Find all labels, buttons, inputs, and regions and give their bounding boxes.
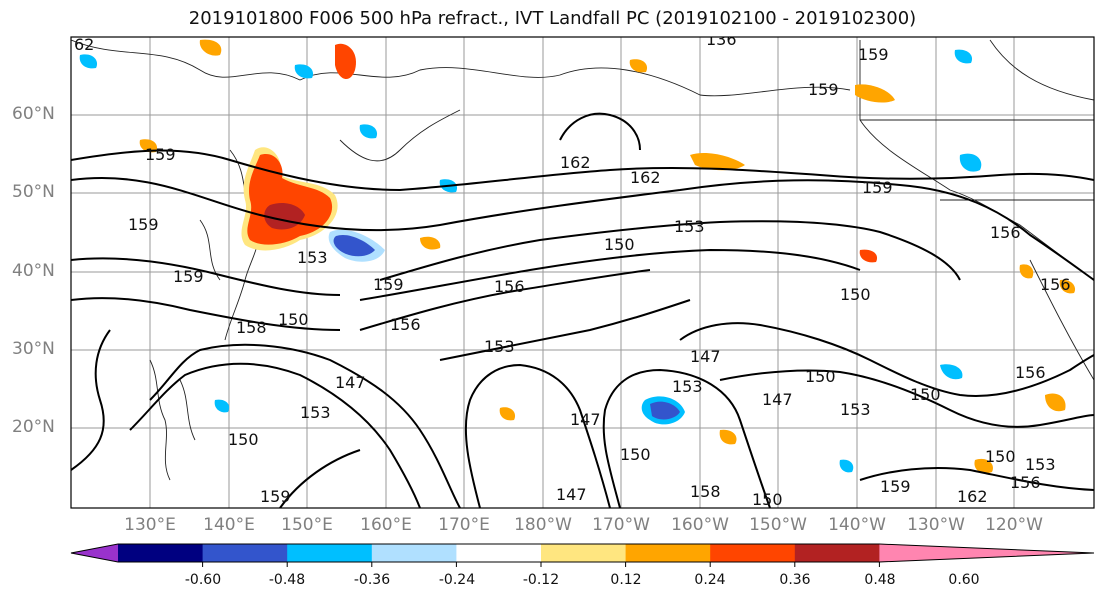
colorbar-segment [118, 544, 204, 562]
contour-label: 150 [228, 430, 259, 449]
contour-label: 150 [620, 445, 651, 464]
contour-label: 159 [862, 178, 893, 197]
contour-label: 153 [484, 337, 515, 356]
colorbar-tick-label: 0.24 [694, 572, 726, 588]
lon-label: 130°W [907, 515, 965, 535]
colorbar-tick-label: -0.12 [522, 572, 560, 588]
contour-label: 159 [173, 267, 204, 286]
lon-label: 150°W [749, 515, 807, 535]
contour-label: 147 [762, 390, 793, 409]
lon-label: 140°W [828, 515, 886, 535]
contour-label: 153 [672, 377, 703, 396]
lon-label: 170°W [592, 515, 650, 535]
colorbar-tick-label: -0.36 [353, 572, 391, 588]
contour-label: 153 [674, 217, 705, 236]
lon-label: 120°W [985, 515, 1043, 535]
lon-label: 180°W [514, 515, 572, 535]
lat-label: 50°N [12, 182, 55, 202]
contour-label: 159 [145, 145, 176, 164]
colorbar-segment [710, 544, 796, 562]
lon-label: 150°E [281, 515, 333, 535]
contour-label: 147 [570, 410, 601, 429]
contour-label: 147 [335, 373, 366, 392]
colorbar-tick-label: 0.12 [610, 572, 642, 588]
contour-label: 159 [128, 215, 159, 234]
lon-label: 130°E [124, 515, 176, 535]
contour-label: 62 [74, 35, 94, 54]
colorbar-outline [70, 543, 1095, 563]
colorbar-segment [371, 544, 457, 562]
colorbar-extend-max [879, 544, 1094, 562]
contour-label: 159 [260, 487, 291, 506]
lon-label: 140°E [203, 515, 255, 535]
colorbar-tick-label: -0.48 [268, 572, 306, 588]
contour-label: 153 [1025, 455, 1056, 474]
lon-label: 160°E [360, 515, 412, 535]
colorbar-segment [794, 544, 880, 562]
colorbar-tick-label: 0.60 [948, 572, 980, 588]
contour-label: 158 [690, 482, 721, 501]
contour-label: 150 [278, 310, 309, 329]
colorbar-tick-label: 0.36 [779, 572, 811, 588]
contour-lines [71, 112, 1094, 508]
contour-label: 156 [1015, 363, 1046, 382]
contour-label: 162 [630, 168, 661, 187]
contour-label: 162 [957, 487, 988, 506]
contour-label: 150 [805, 367, 836, 386]
contour-label: 147 [690, 347, 721, 366]
anomaly-shading [79, 39, 1076, 474]
colorbar-segment [625, 544, 711, 562]
contour-label: 156 [390, 315, 421, 334]
contour-label: 159 [880, 477, 911, 496]
contour-label: 150 [985, 447, 1016, 466]
map-title: 2019101800 F006 500 hPa refract., IVT La… [188, 8, 917, 29]
lon-label: 160°W [671, 515, 729, 535]
contour-label: 153 [300, 403, 331, 422]
lat-label: 40°N [12, 261, 55, 281]
contour-label: 159 [808, 80, 839, 99]
contour-label: 150 [910, 385, 941, 404]
contour-label: 158 [236, 318, 267, 337]
contour-label-group: 62 136 159 159 159 159 162 162 159 153 1… [74, 30, 1071, 509]
colorbar-segment [541, 544, 627, 562]
lon-label: 170°E [438, 515, 490, 535]
graticule [71, 37, 1094, 508]
contour-label: 150 [840, 285, 871, 304]
colorbar-segment [287, 544, 373, 562]
contour-label: 136 [706, 30, 737, 49]
map-border [70, 36, 1095, 509]
colorbar-extend-min [71, 544, 118, 562]
lat-label: 20°N [12, 417, 55, 437]
lat-label: 60°N [12, 104, 55, 124]
contour-label: 147 [556, 485, 587, 504]
colorbar-segment [202, 544, 288, 562]
contour-label: 159 [373, 275, 404, 294]
contour-label: 156 [494, 277, 525, 296]
colorbar-tick-label: -0.24 [438, 572, 476, 588]
contour-label: 153 [840, 400, 871, 419]
contour-label: 150 [604, 235, 635, 254]
lat-label: 30°N [12, 339, 55, 359]
contour-label: 156 [990, 223, 1021, 242]
contour-label: 162 [560, 153, 591, 172]
contour-label: 159 [858, 45, 889, 64]
colorbar-tick-label: 0.48 [864, 572, 896, 588]
colorbar-segment [456, 544, 542, 562]
contour-label: 150 [752, 490, 783, 509]
colorbar [70, 543, 1095, 567]
contour-label: 153 [297, 248, 328, 267]
colorbar-tick-label: -0.60 [184, 572, 222, 588]
contour-label: 156 [1010, 473, 1041, 492]
contour-label: 156 [1040, 275, 1071, 294]
